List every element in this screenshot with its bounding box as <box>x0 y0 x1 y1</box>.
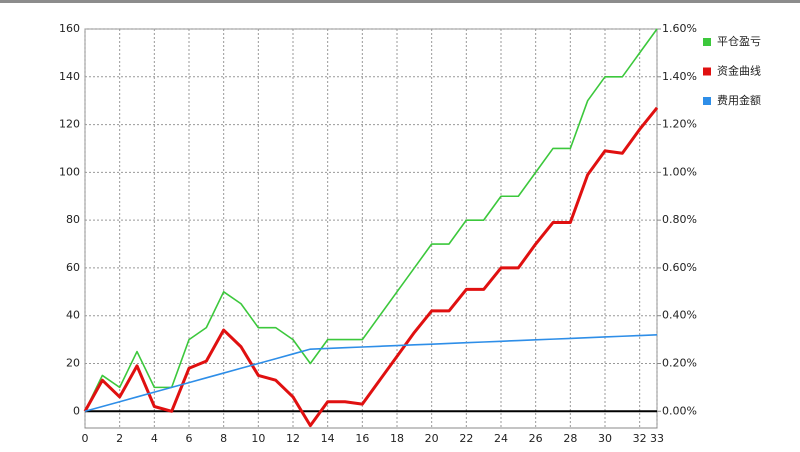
x-tick-label: 30 <box>598 432 612 445</box>
series-line <box>84 334 658 413</box>
y2-tick-label: 0.00% <box>662 404 697 417</box>
y-tick-label: 20 <box>66 356 80 369</box>
y-tick-label: 80 <box>66 213 80 226</box>
legend-swatch <box>703 67 711 76</box>
y2-tick-label: 1.40% <box>662 70 697 83</box>
legend-label: 费用金额 <box>717 93 761 107</box>
x-tick-label: 16 <box>355 432 369 445</box>
x-tick-label: 20 <box>425 432 439 445</box>
x-tick-label: 8 <box>220 432 227 445</box>
series-line <box>83 106 659 428</box>
series-line <box>84 28 658 412</box>
y2-tick-label: 1.20% <box>662 118 697 131</box>
x-tick-label: 26 <box>529 432 543 445</box>
x-tick-label: 14 <box>321 432 335 445</box>
top-border <box>0 0 800 3</box>
x-tick-label: 33 <box>650 432 664 445</box>
x-tick-label: 28 <box>563 432 577 445</box>
y2-tick-label: 1.00% <box>662 165 697 178</box>
legend-swatch <box>703 38 711 46</box>
y-tick-label: 120 <box>59 118 80 131</box>
y-tick-label: 140 <box>59 70 80 83</box>
y2-tick-label: 0.80% <box>662 213 697 226</box>
x-tick-label: 4 <box>151 432 158 445</box>
y-tick-label: 0 <box>73 404 80 417</box>
y-tick-label: 100 <box>59 165 80 178</box>
y-tick-label: 160 <box>59 22 80 35</box>
x-tick-label: 18 <box>390 432 404 445</box>
y2-tick-label: 0.20% <box>662 356 697 369</box>
x-tick-label: 10 <box>251 432 265 445</box>
x-tick-label: 22 <box>459 432 473 445</box>
y-tick-label: 60 <box>66 261 80 274</box>
legend-label: 资金曲线 <box>717 64 761 78</box>
y2-tick-label: 0.60% <box>662 261 697 274</box>
x-tick-label: 2 <box>116 432 123 445</box>
y2-tick-label: 1.60% <box>662 22 697 35</box>
legend-swatch <box>703 97 711 105</box>
y-tick-label: 40 <box>66 309 80 322</box>
x-tick-label: 32 <box>633 432 647 445</box>
x-tick-label: 6 <box>186 432 193 445</box>
x-tick-label: 0 <box>82 432 89 445</box>
x-tick-label: 24 <box>494 432 508 445</box>
legend-label: 平仓盈亏 <box>717 34 761 48</box>
plot-frame <box>84 28 658 429</box>
x-tick-label: 12 <box>286 432 300 445</box>
y2-tick-label: 0.40% <box>662 309 697 322</box>
